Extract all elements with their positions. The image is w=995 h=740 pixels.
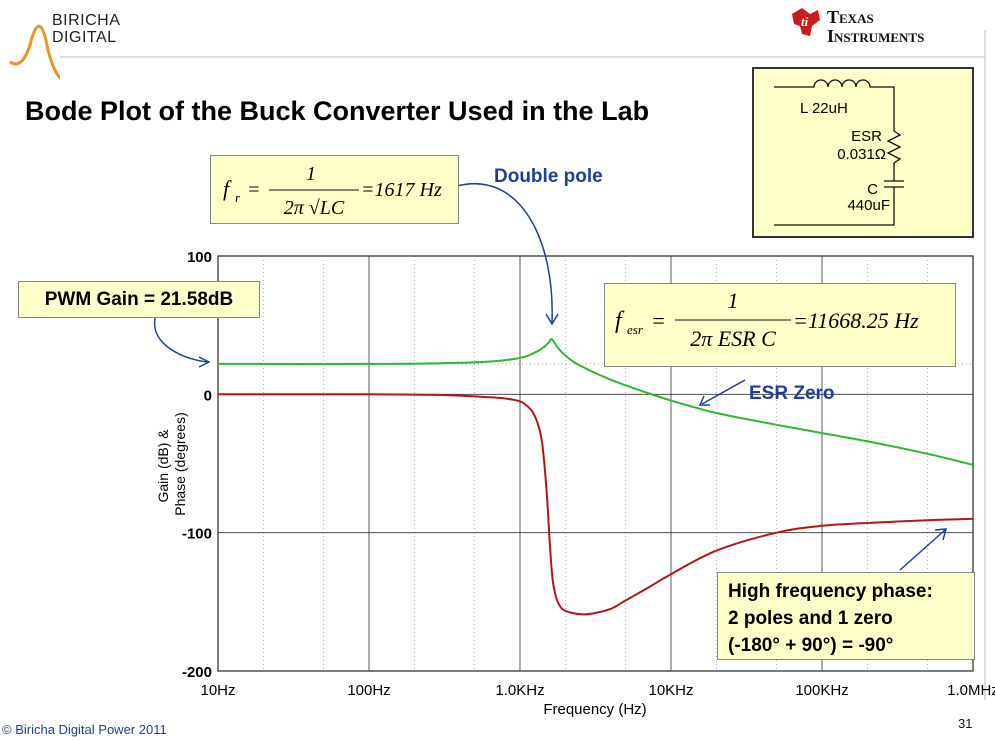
- fesr-lhs: f: [615, 308, 625, 334]
- double-pole-arrow: [456, 183, 553, 323]
- logo-line2: DIGITAL: [52, 29, 117, 46]
- pwm-arrowhead: [198, 356, 211, 368]
- svg-text:=: =: [247, 179, 261, 201]
- gain-series-line: [217, 338, 974, 466]
- x-axis-label: Frequency (Hz): [543, 701, 646, 718]
- pwm-arrow: [153, 317, 209, 363]
- resonance-formula: f r = 1 2π √LC =1617 Hz: [223, 163, 442, 219]
- fesr-numerator: 1: [728, 288, 739, 313]
- double-pole-arrowhead: [545, 313, 559, 326]
- inductor-label: L 22uH: [800, 100, 848, 117]
- svg-text:=: =: [651, 308, 666, 333]
- slide-title: Bode Plot of the Buck Converter Used in …: [25, 96, 650, 126]
- y-axis-label-line1: Gain (dB) &: [155, 429, 171, 503]
- esr-formula: f esr = 1 2π ESR C =11668.25 Hz: [615, 288, 919, 351]
- x-tick-label: 100Hz: [347, 682, 390, 699]
- x-tick-label: 1.0KHz: [495, 682, 544, 699]
- esr-resistor-symbol: [886, 130, 902, 181]
- esr-arrowhead: [698, 395, 710, 406]
- x-tick-label: 100KHz: [795, 682, 848, 699]
- ti-logo-icon: ti: [792, 8, 820, 36]
- y-tick-label: 0: [204, 387, 212, 404]
- esr-formula-box: f esr = 1 2π ESR C =11668.25 Hz: [604, 283, 956, 367]
- y-tick-label: -200: [182, 664, 212, 681]
- fr-denominator: 2π √LC: [284, 197, 345, 219]
- capacitor-symbol: [774, 180, 904, 226]
- y-tick-label: -100: [182, 526, 212, 543]
- high-frequency-phase-callout: High frequency phase: 2 poles and 1 zero…: [717, 572, 975, 660]
- hf-line3: (-180° + 90°) = -90°: [728, 635, 894, 656]
- page-number: 31: [958, 716, 973, 731]
- fr-lhs: f: [223, 176, 232, 201]
- y-axis-label-line2: Phase (degrees): [172, 412, 188, 516]
- x-tick-label: 1.0MHz: [947, 682, 995, 699]
- esr-label: ESR: [851, 128, 882, 145]
- esr-zero-label: ESR Zero: [749, 383, 835, 404]
- svg-text:ti: ti: [801, 14, 809, 29]
- inductor-symbol: [774, 79, 895, 131]
- fr-numerator: 1: [306, 163, 316, 185]
- ti-line2: Instruments: [827, 26, 925, 46]
- phase-series-line: [217, 393, 974, 616]
- resonance-formula-box: f r = 1 2π √LC =1617 Hz: [210, 155, 459, 224]
- copyright-footer: © Biricha Digital Power 2011: [2, 722, 167, 737]
- cap-value: 440uF: [847, 197, 890, 214]
- fesr-denominator: 2π ESR C: [690, 326, 776, 351]
- grid: [217, 255, 974, 672]
- esr-value: 0.031Ω: [837, 146, 886, 163]
- biricha-logo-curve: [9, 24, 60, 80]
- cap-label: C: [867, 181, 878, 198]
- hf-line2: 2 poles and 1 zero: [728, 608, 893, 629]
- lc-circuit-box: L 22uH ESR 0.031Ω C 440uF: [752, 67, 974, 238]
- ti-line1: Texas: [827, 7, 874, 27]
- fesr-lhs-sub: esr: [627, 322, 644, 337]
- x-tick-label: 10KHz: [648, 682, 693, 699]
- ti-logo-text: Texas Instruments: [827, 8, 924, 46]
- double-pole-label: Double pole: [494, 166, 603, 187]
- biricha-logo-text: BIRICHA DIGITAL: [52, 12, 120, 46]
- pwm-gain-callout: PWM Gain = 21.58dB: [18, 281, 260, 318]
- hf-line1: High frequency phase:: [728, 581, 933, 602]
- tick-labels: 10Hz 100Hz 1.0KHz 10KHz 100KHz 1.0MHz 100 0 -100…: [182, 249, 995, 699]
- fr-result: =1617 Hz: [361, 179, 442, 201]
- series-lines: [217, 338, 974, 616]
- logo-line1: BIRICHA: [52, 12, 121, 29]
- esr-arrow: [701, 379, 746, 405]
- hf-arrow: [899, 529, 946, 571]
- y-axis-label: Gain (dB) & Phase (degrees): [155, 412, 188, 516]
- fr-lhs-sub: r: [235, 190, 241, 205]
- y-tick-label: 100: [187, 249, 212, 266]
- fesr-result: =11668.25 Hz: [793, 308, 919, 333]
- hf-arrowhead: [934, 528, 948, 541]
- lc-circuit-schematic: L 22uH ESR 0.031Ω C 440uF: [774, 79, 904, 226]
- x-tick-label: 10Hz: [200, 682, 235, 699]
- annotation-arrows: [153, 183, 948, 571]
